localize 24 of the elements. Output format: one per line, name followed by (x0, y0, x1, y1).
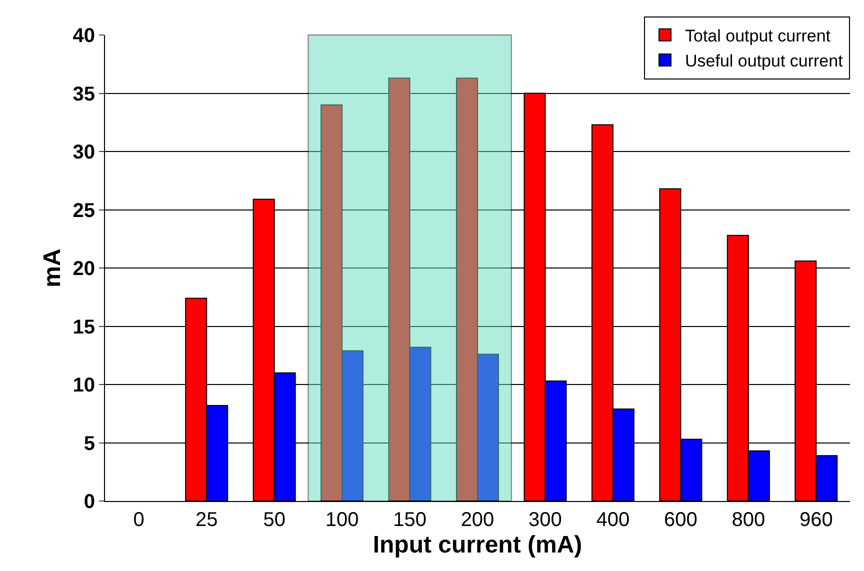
x-tick-label: 600 (664, 509, 698, 531)
legend-label: Total output current (685, 26, 831, 46)
y-tick-label: 35 (72, 83, 95, 106)
x-tick-label: 25 (195, 509, 218, 531)
y-tick-label: 10 (72, 374, 95, 396)
y-tick-label: 0 (84, 491, 95, 513)
x-tick-label: 50 (263, 509, 286, 531)
y-tick-label: 15 (72, 316, 95, 338)
y-tick-label: 5 (84, 432, 95, 455)
y-tick-label: 30 (72, 142, 95, 164)
x-tick-label: 800 (732, 509, 766, 531)
x-tick-label: 0 (133, 509, 144, 531)
x-tick-label: 300 (528, 509, 562, 531)
x-axis-title: Input current (mA) (372, 531, 582, 558)
y-tick-label: 20 (72, 258, 95, 280)
y-tick-label: 25 (72, 200, 95, 222)
y-axis-title: mA (38, 248, 66, 288)
x-tick-label: 200 (460, 509, 494, 531)
x-tick-label: 400 (596, 509, 630, 531)
y-tick-label: 40 (72, 25, 95, 47)
x-tick-label: 150 (393, 509, 426, 531)
legend-label: Useful output current (685, 52, 844, 71)
x-tick-label: 100 (325, 509, 359, 531)
x-tick-label: 960 (799, 509, 833, 531)
